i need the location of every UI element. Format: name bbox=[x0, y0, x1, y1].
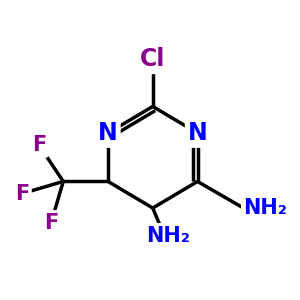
Text: NH₂: NH₂ bbox=[244, 198, 287, 218]
Text: N: N bbox=[188, 121, 207, 145]
Text: Cl: Cl bbox=[140, 47, 165, 71]
Text: N: N bbox=[98, 121, 118, 145]
Text: F: F bbox=[44, 213, 58, 232]
Text: NH₂: NH₂ bbox=[146, 226, 190, 246]
Text: F: F bbox=[32, 135, 46, 155]
Text: F: F bbox=[15, 184, 29, 203]
